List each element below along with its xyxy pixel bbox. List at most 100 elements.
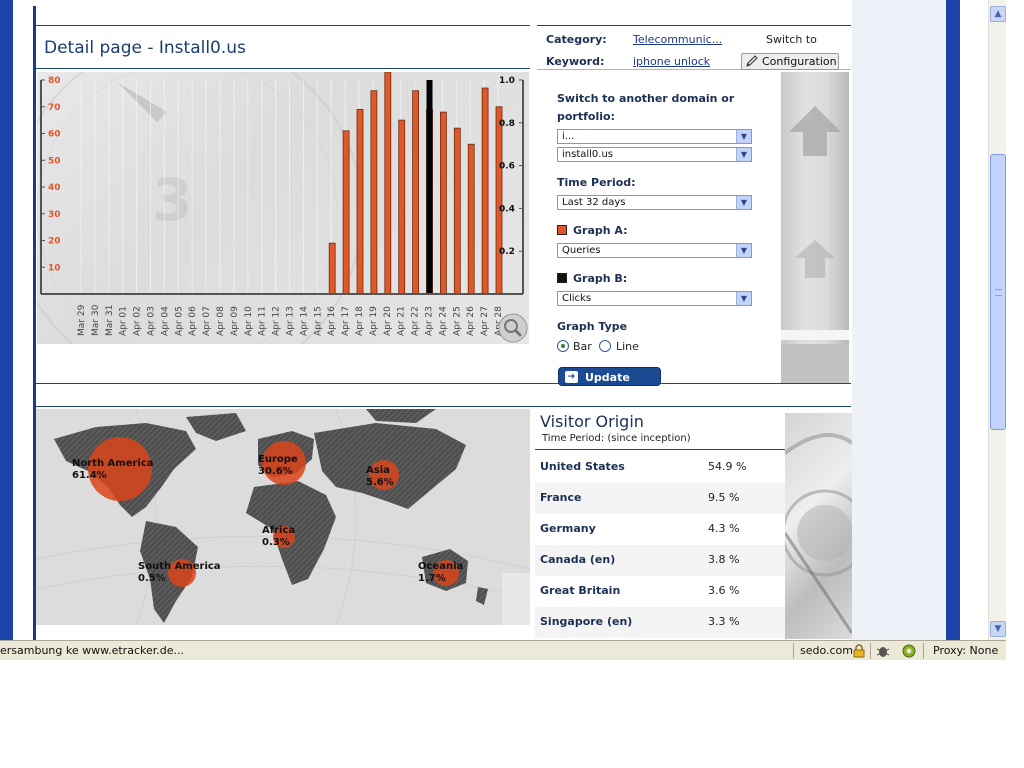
- switch-to-text: Switch to: [766, 33, 817, 46]
- bar-graph-a: [370, 90, 378, 295]
- list-item: United States 54.9 %: [535, 452, 785, 483]
- portfolio-select[interactable]: i... ▼: [557, 129, 752, 144]
- bar-graph-a: [453, 127, 461, 295]
- vertical-scrollbar[interactable]: ▲ ▼: [988, 0, 1006, 640]
- x-tick-label: Apr 07: [202, 306, 212, 336]
- visitor-header-line: [535, 449, 785, 450]
- country-percent: 54.9 %: [708, 460, 747, 473]
- domain-select-value: install0.us: [562, 149, 614, 160]
- chart-watermark: 3: [37, 72, 363, 344]
- bar-graph-a: [356, 109, 364, 295]
- map-label-north-america: North America 61.4%: [72, 458, 154, 481]
- x-tick-label: Apr 12: [272, 306, 282, 336]
- domain-select[interactable]: install0.us ▼: [557, 147, 752, 162]
- list-item: Germany 4.3 %: [535, 514, 785, 545]
- chevron-down-icon[interactable]: ▼: [736, 292, 751, 305]
- svg-text:3: 3: [152, 166, 192, 234]
- bar-graph-a: [439, 111, 447, 295]
- chevron-down-icon[interactable]: ▼: [736, 196, 751, 209]
- x-tick-label: Mar 31: [105, 305, 115, 336]
- update-view-button[interactable]: ➔ Update View: [558, 367, 661, 403]
- page-title: Detail page - Install0.us: [44, 38, 246, 58]
- detail-page: Detail page - Install0.us Category: Tele…: [33, 6, 852, 640]
- map-label-oceania: Oceania 1.7%: [418, 561, 464, 584]
- section-divider-bottom: [36, 406, 851, 407]
- map-label-africa: Africa 0.3%: [262, 525, 296, 548]
- bar-chart: 3 Mar 29 Mar 30 Mar 31 Apr 01 Apr 02 Apr 03 Ap…: [37, 72, 528, 344]
- gear-icon[interactable]: [900, 643, 918, 659]
- x-tick-label: Apr 19: [369, 306, 379, 336]
- radio-selected-dot: [561, 344, 565, 348]
- header-top-line: [36, 25, 530, 26]
- proxy-status[interactable]: Proxy: None: [933, 644, 999, 657]
- map-label-south-america: South America 0.5%: [138, 561, 221, 584]
- visitor-origin-period: Time Period: (since inception): [542, 433, 691, 444]
- y-right-tick-label: 0.6: [499, 162, 515, 172]
- x-tick-label: Apr 02: [133, 306, 143, 336]
- country-name: France: [540, 491, 582, 504]
- configuration-button[interactable]: Configuration: [741, 53, 839, 70]
- left-frame-bar: [0, 0, 13, 640]
- y-left-tick-label: 30: [48, 210, 61, 220]
- list-item: Great Britain 3.6 %: [535, 576, 785, 607]
- x-tick-label: Apr 16: [327, 306, 337, 336]
- x-tick-label: Apr 05: [174, 306, 184, 336]
- visitor-origin-title: Visitor Origin: [540, 412, 644, 431]
- x-tick-label: Apr 15: [313, 306, 323, 336]
- line-radio-label: Line: [616, 340, 639, 353]
- right-frame-bar: [946, 0, 960, 640]
- browser-viewport: Detail page - Install0.us Category: Tele…: [0, 0, 1006, 640]
- graph-b-label: Graph B:: [557, 272, 627, 285]
- category-link[interactable]: Telecommunic...: [633, 33, 723, 46]
- arrow-right-icon: ➔: [565, 371, 578, 383]
- info-bottom-line: [537, 69, 851, 70]
- bar-graph-a: [328, 242, 336, 295]
- page-left-border: [33, 6, 36, 640]
- right-background: [852, 0, 946, 640]
- country-name: Canada (en): [540, 553, 616, 566]
- bar-radio[interactable]: [557, 340, 569, 352]
- status-bar: ersambung ke www.etracker.de... sedo.com…: [0, 640, 1006, 660]
- country-name: Germany: [540, 522, 596, 535]
- scroll-down-icon[interactable]: ▼: [990, 621, 1006, 637]
- graph-b-select[interactable]: Clicks ▼: [557, 291, 752, 306]
- graph-b-select-value: Clicks: [562, 293, 592, 304]
- x-tick-label: Apr 25: [452, 306, 462, 336]
- y-right-tick-label: 0.8: [499, 119, 515, 129]
- keyword-link[interactable]: iphone unlock: [633, 55, 711, 68]
- x-tick-label: Apr 08: [216, 306, 226, 336]
- section-divider-top: [36, 383, 851, 384]
- chevron-down-icon[interactable]: ▼: [736, 130, 751, 143]
- lock-icon[interactable]: [852, 644, 866, 658]
- scroll-up-icon[interactable]: ▲: [990, 6, 1006, 22]
- y-left-tick-label: 70: [48, 103, 61, 113]
- line-radio[interactable]: [599, 340, 611, 352]
- chevron-down-icon[interactable]: ▼: [736, 148, 751, 161]
- x-tick-label: Apr 23: [425, 306, 435, 336]
- y-left-tick-label: 50: [48, 156, 61, 166]
- magnifier-icon[interactable]: [498, 313, 528, 343]
- x-tick-label: Apr 06: [188, 306, 198, 336]
- graph-a-label-text: Graph A:: [573, 224, 628, 237]
- status-site: sedo.com: [800, 644, 854, 657]
- chevron-down-icon[interactable]: ▼: [736, 244, 751, 257]
- status-text: ersambung ke www.etracker.de...: [0, 644, 184, 657]
- portfolio-select-value: i...: [562, 131, 575, 142]
- graph-a-select[interactable]: Queries ▼: [557, 243, 752, 258]
- bar-graph-b: [426, 80, 433, 294]
- decorative-globe-strip: [785, 413, 852, 639]
- configuration-label: Configuration: [762, 55, 837, 68]
- list-item: France 9.5 %: [535, 483, 785, 514]
- scrollbar-thumb[interactable]: [990, 154, 1006, 430]
- x-tick-label: Apr 09: [230, 306, 240, 336]
- y-left-tick-label: 40: [48, 183, 61, 193]
- switch-domain-label: Switch to another domain or: [557, 92, 735, 105]
- y-right-tick-label: 1.0: [499, 76, 515, 86]
- x-tick-label: Apr 27: [480, 306, 490, 336]
- pencil-icon: [746, 55, 758, 67]
- time-period-select[interactable]: Last 32 days ▼: [557, 195, 752, 210]
- graph-type-label: Graph Type: [557, 320, 628, 333]
- status-separator: [870, 643, 871, 659]
- bug-icon[interactable]: [875, 643, 891, 659]
- country-name: United States: [540, 460, 625, 473]
